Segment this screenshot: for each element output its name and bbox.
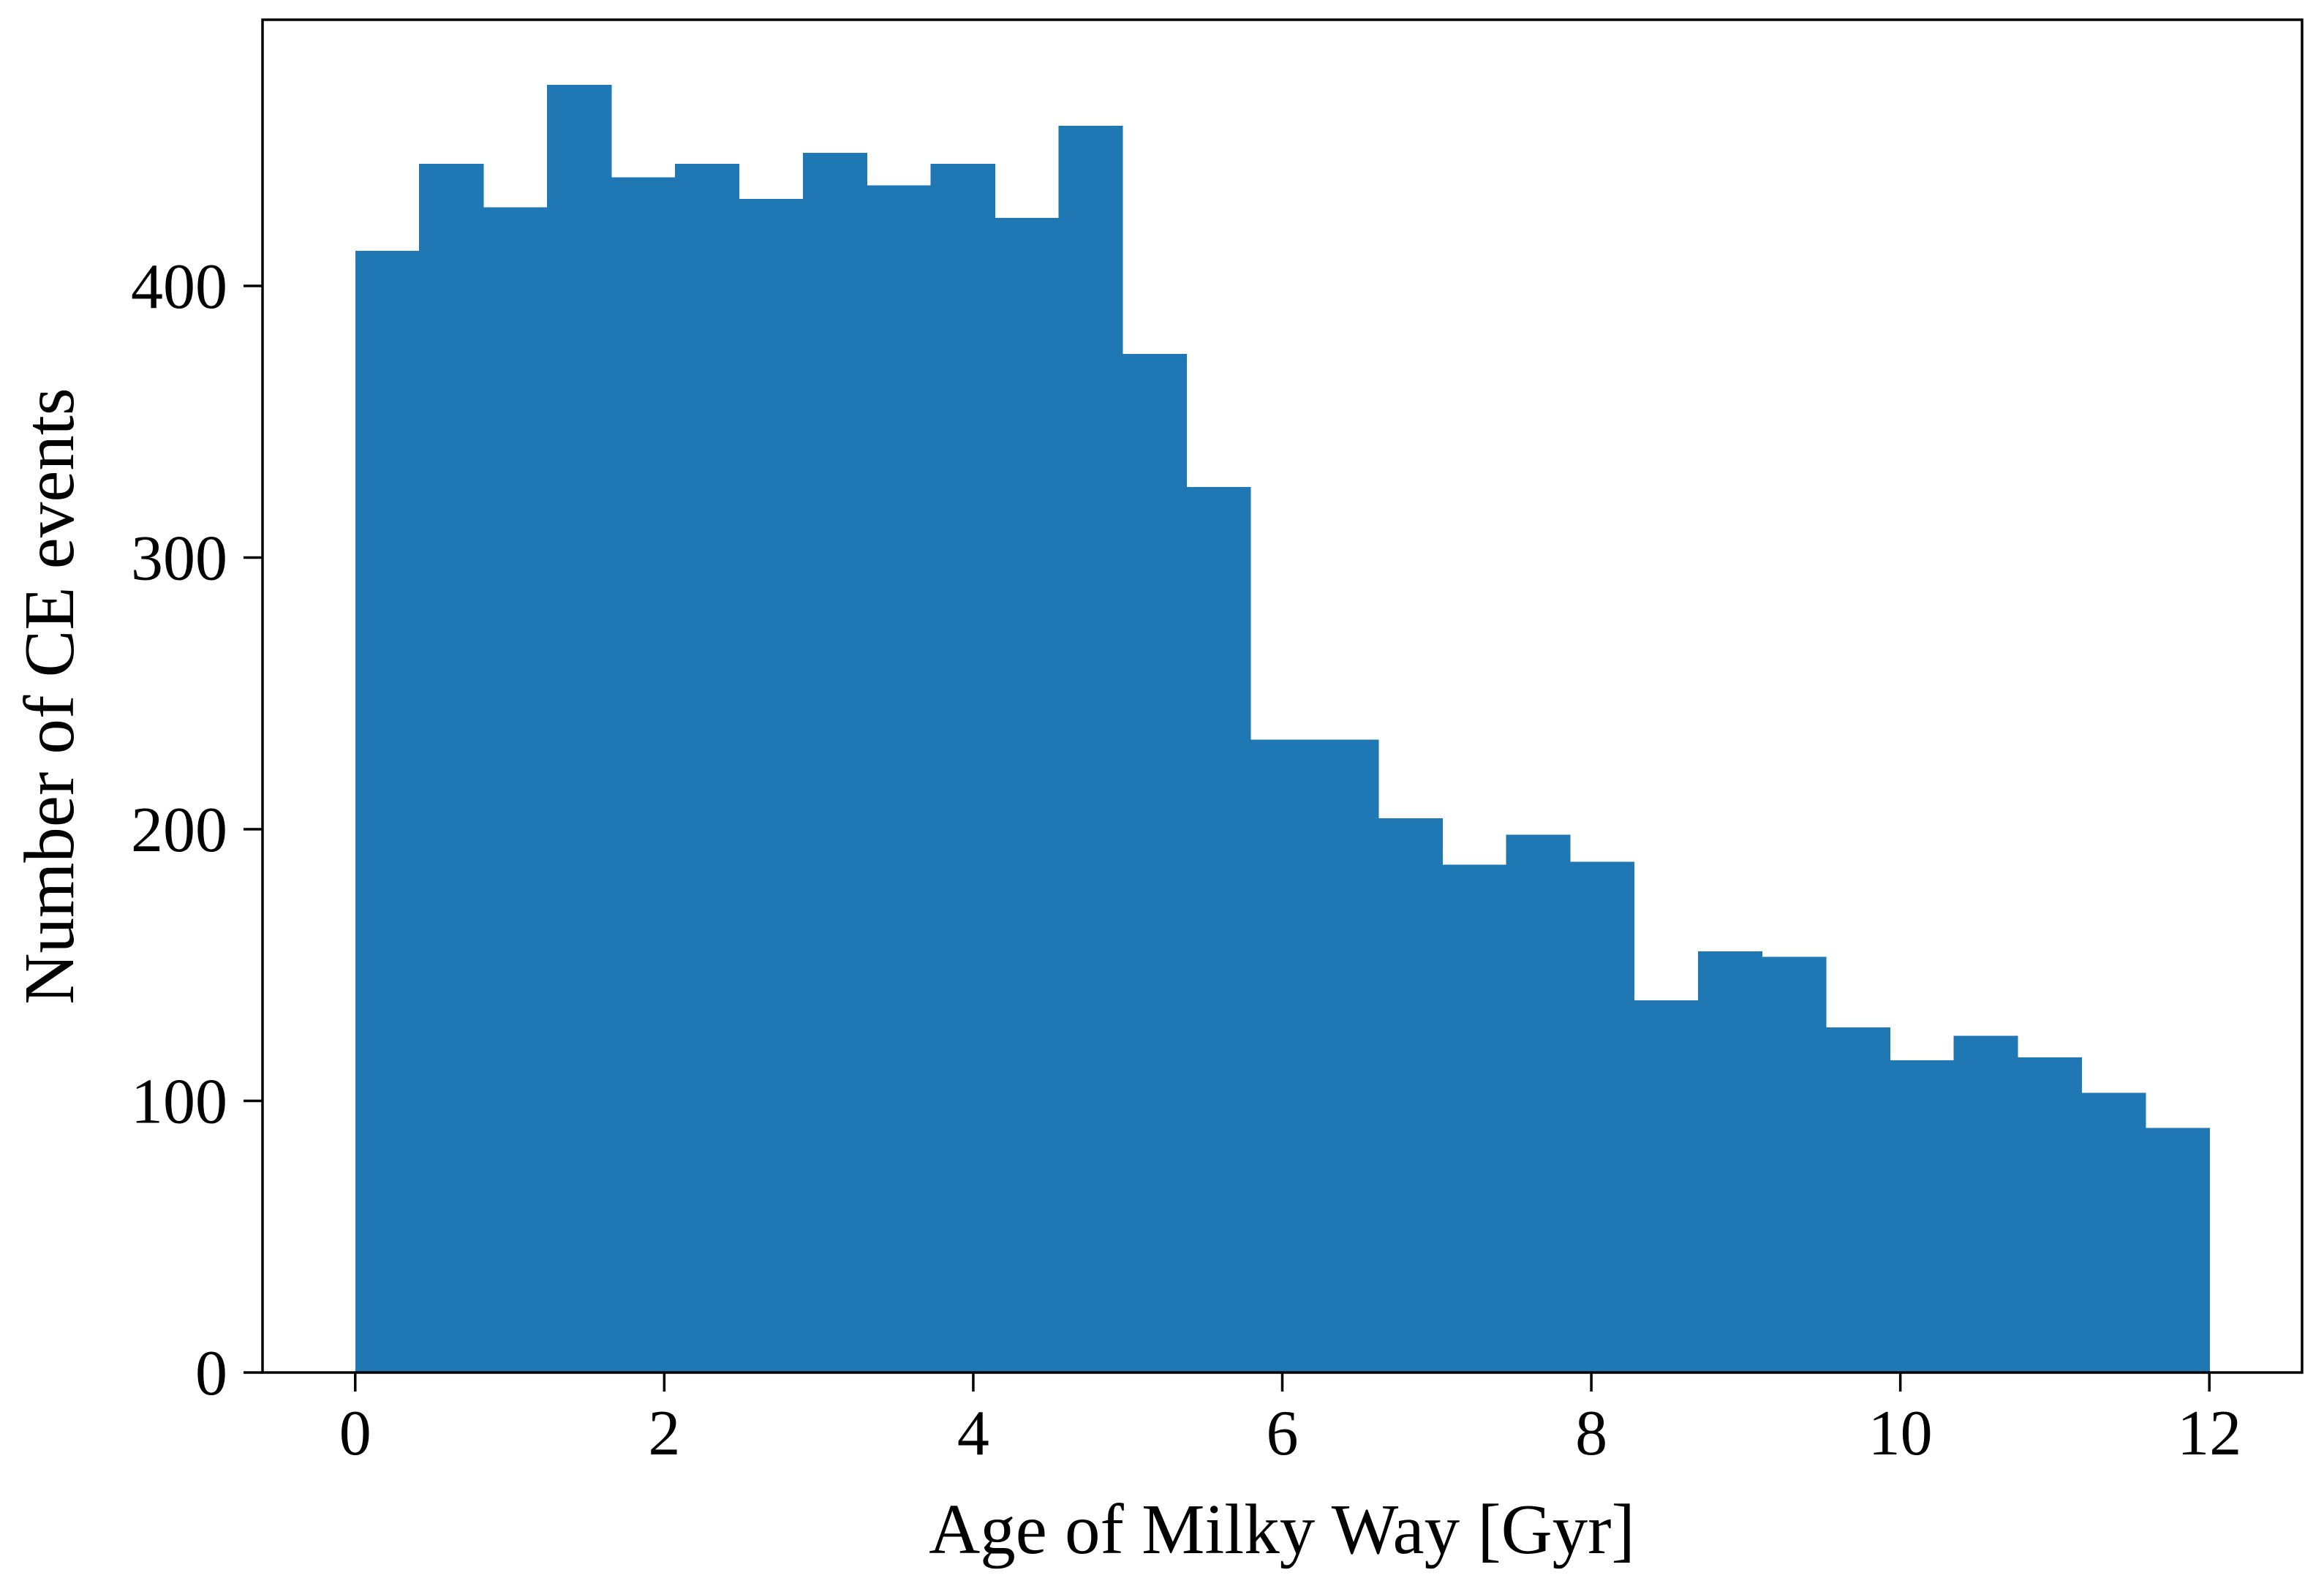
histogram-bars: [355, 85, 2210, 1373]
histogram-bar: [2017, 1057, 2083, 1373]
histogram-bar: [802, 153, 867, 1373]
x-tick-label: 2: [648, 1398, 680, 1469]
x-tick-label: 0: [339, 1398, 371, 1469]
histogram-bar: [1762, 956, 1827, 1373]
y-tick-label: 200: [131, 795, 227, 866]
x-axis-label: Age of Milky Way [Gyr]: [929, 1490, 1635, 1568]
x-tick-label: 12: [2177, 1398, 2241, 1469]
histogram-bar: [1506, 834, 1571, 1373]
histogram-bar: [611, 177, 676, 1373]
histogram-bar: [674, 163, 740, 1373]
histogram-bar: [1697, 951, 1762, 1373]
histogram-bar: [995, 218, 1060, 1373]
y-tick-label: 400: [131, 252, 227, 322]
histogram-bar: [1186, 487, 1251, 1373]
histogram-bar: [1058, 125, 1123, 1373]
histogram-bar: [1122, 353, 1188, 1373]
histogram-bar: [547, 85, 612, 1373]
histogram-bar: [483, 207, 548, 1373]
histogram-bar: [2145, 1128, 2210, 1373]
y-tick-label: 100: [131, 1067, 227, 1138]
histogram-bar: [1953, 1035, 2018, 1373]
histogram-bar: [867, 185, 932, 1373]
y-tick-label: 0: [195, 1338, 227, 1409]
histogram-bar: [739, 199, 804, 1373]
histogram-bar: [1442, 864, 1507, 1373]
histogram-bar: [1825, 1027, 1890, 1373]
histogram-bar: [355, 250, 420, 1373]
histogram-bar: [1890, 1060, 1955, 1373]
histogram-bar: [419, 163, 484, 1373]
y-tick-label: 300: [131, 524, 227, 594]
y-axis-ticks: 0 100 200 300 400: [131, 252, 263, 1409]
histogram-bar: [1378, 818, 1443, 1373]
x-tick-label: 8: [1575, 1398, 1607, 1469]
histogram-bar: [1569, 861, 1635, 1373]
x-tick-label: 4: [957, 1398, 989, 1469]
histogram-bar: [1314, 739, 1379, 1373]
y-axis-label: Number of CE events: [10, 388, 88, 1004]
x-axis-ticks: 0 2 4 6 8 10 12: [339, 1373, 2241, 1469]
histogram-bar: [930, 163, 995, 1373]
x-tick-label: 10: [1868, 1398, 1933, 1469]
x-tick-label: 6: [1267, 1398, 1299, 1469]
histogram-bar: [1634, 1000, 1699, 1373]
histogram-bar: [2081, 1092, 2146, 1373]
histogram-bar: [1250, 739, 1315, 1373]
